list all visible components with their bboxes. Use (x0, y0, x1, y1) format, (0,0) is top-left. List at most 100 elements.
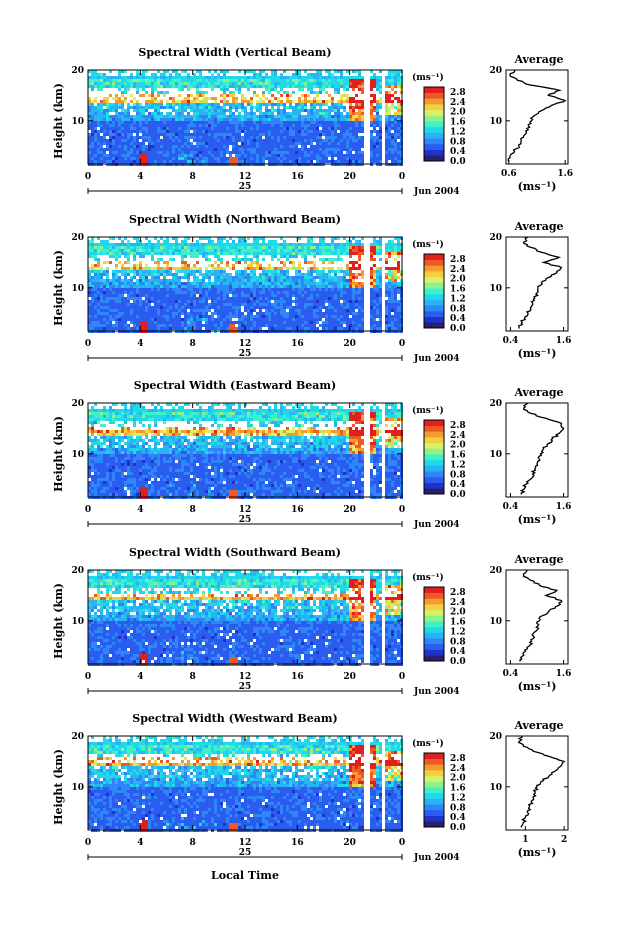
heatmap-cell (112, 121, 115, 124)
heatmap-cell (289, 121, 292, 124)
heatmap-cell (232, 306, 235, 309)
heatmap-cell (295, 142, 298, 145)
heatmap-cell (151, 85, 154, 88)
heatmap-cell (328, 300, 331, 303)
heatmap-cell (298, 243, 301, 246)
heatmap-cell (238, 261, 241, 264)
heatmap-cell (235, 76, 238, 79)
heatmap-cell (388, 124, 391, 127)
heatmap-cell (157, 282, 160, 285)
heatmap-cell (175, 151, 178, 154)
heatmap-cell (304, 246, 307, 249)
heatmap-cell (298, 82, 301, 85)
heatmap-cell (103, 151, 106, 154)
heatmap-cell (262, 82, 265, 85)
heatmap-cell (301, 136, 304, 139)
heatmap-cell (199, 303, 202, 306)
heatmap-cell (97, 115, 100, 118)
heatmap-cell (283, 297, 286, 300)
heatmap-cell (223, 282, 226, 285)
heatmap-cell (238, 240, 241, 243)
heatmap-cell (181, 157, 184, 160)
heatmap-cell (223, 297, 226, 300)
heatmap-cell (106, 139, 109, 142)
heatmap-cell (265, 136, 268, 139)
heatmap-cell (298, 282, 301, 285)
heatmap-cell (184, 142, 187, 145)
heatmap-cell (127, 88, 130, 91)
heatmap-cell (346, 279, 349, 282)
heatmap-cell (235, 145, 238, 148)
heatmap-cell (352, 288, 355, 291)
heatmap-cell (298, 133, 301, 136)
heatmap-cell (178, 285, 181, 288)
heatmap-cell (373, 291, 376, 294)
heatmap-cell (142, 300, 145, 303)
heatmap-cell (268, 133, 271, 136)
heatmap-cell (172, 309, 175, 312)
heatmap-cell (388, 306, 391, 309)
heatmap-cell (175, 154, 178, 157)
heatmap-cell (91, 240, 94, 243)
heatmap-cell (304, 276, 307, 279)
heatmap-cell (139, 279, 142, 282)
heatmap-cell (280, 154, 283, 157)
heatmap-cell (328, 106, 331, 109)
heatmap-cell (334, 124, 337, 127)
heatmap-cell (313, 79, 316, 82)
heatmap-cell (187, 121, 190, 124)
heatmap-cell (202, 255, 205, 258)
heatmap-cell (172, 109, 175, 112)
heatmap-cell (226, 246, 229, 249)
heatmap-cell (136, 160, 139, 163)
heatmap-cell (343, 243, 346, 246)
heatmap-cell (211, 303, 214, 306)
heatmap-cell (232, 127, 235, 130)
heatmap-cell (391, 309, 394, 312)
heatmap-cell (247, 142, 250, 145)
heatmap-cell (238, 118, 241, 121)
heatmap-cell (334, 288, 337, 291)
heatmap-cell (358, 288, 361, 291)
heatmap-cell (208, 79, 211, 82)
heatmap-cell (274, 154, 277, 157)
heatmap-cell (346, 157, 349, 160)
heatmap-cell (163, 157, 166, 160)
heatmap-cell (175, 133, 178, 136)
heatmap-cell (112, 85, 115, 88)
heatmap-cell (259, 309, 262, 312)
heatmap-cell (343, 109, 346, 112)
heatmap-cell (154, 127, 157, 130)
heatmap-cell (394, 115, 397, 118)
heatmap-cell (142, 252, 145, 255)
heatmap-cell (160, 139, 163, 142)
heatmap-cell (340, 303, 343, 306)
heatmap-cell (343, 291, 346, 294)
heatmap-cell (133, 249, 136, 252)
heatmap-cell (313, 300, 316, 303)
heatmap-cell (193, 97, 196, 100)
heatmap-cell (151, 76, 154, 79)
heatmap-cell (196, 261, 199, 264)
heatmap-cell (187, 145, 190, 148)
heatmap-cell (355, 273, 358, 276)
heatmap-cell (187, 76, 190, 79)
heatmap-cell (244, 136, 247, 139)
heatmap-cell (175, 160, 178, 163)
heatmap-cell (316, 303, 319, 306)
heatmap-cell (172, 76, 175, 79)
heatmap-cell (157, 124, 160, 127)
heatmap-cell (136, 279, 139, 282)
heatmap-cell (100, 285, 103, 288)
heatmap-cell (283, 288, 286, 291)
heatmap-cell (109, 94, 112, 97)
heatmap-cell (337, 76, 340, 79)
heatmap-cell (259, 154, 262, 157)
heatmap-cell (148, 285, 151, 288)
heatmap-cell (223, 118, 226, 121)
heatmap-cell (148, 79, 151, 82)
heatmap-cell (271, 282, 274, 285)
heatmap-cell (160, 312, 163, 315)
heatmap-cell (268, 294, 271, 297)
heatmap-cell (280, 297, 283, 300)
